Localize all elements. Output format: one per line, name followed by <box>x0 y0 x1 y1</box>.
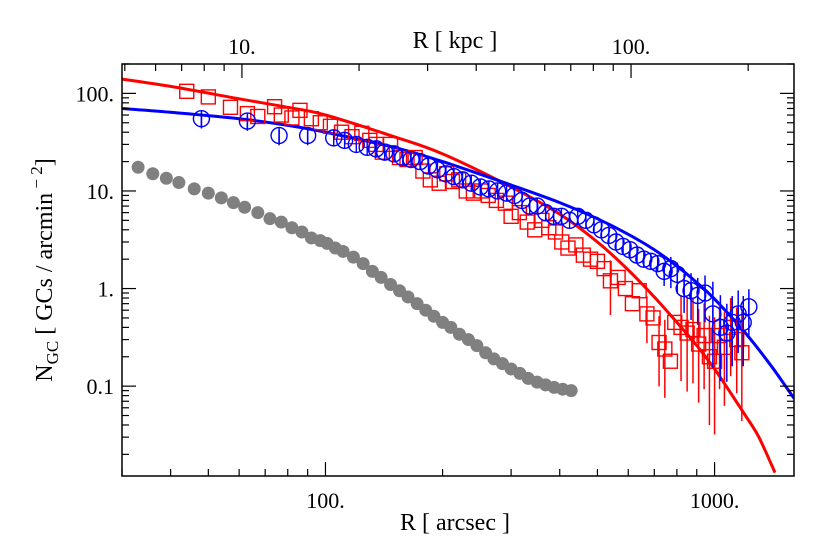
gray-dot-point <box>187 182 201 196</box>
gray-dot-point <box>564 384 578 398</box>
x-axis-title: R [ arcsec ] <box>400 510 510 536</box>
red-square-point <box>273 107 289 123</box>
gray-dot-point <box>336 244 350 258</box>
red-square-point <box>250 108 266 125</box>
x-tick-label: 100. <box>306 488 345 513</box>
gray-dot-point <box>401 290 415 304</box>
model-curve-blue <box>122 107 794 400</box>
x-tick-label: 1000. <box>690 488 740 513</box>
red-square-point <box>624 295 641 312</box>
gray-dot-point <box>356 257 370 271</box>
red-square-point <box>662 353 679 369</box>
gray-dot-point <box>214 191 228 205</box>
red-square-point <box>645 310 661 326</box>
gray-dot-point <box>295 225 309 239</box>
red-square-point <box>503 208 519 225</box>
top-tick-label: 10. <box>228 34 256 59</box>
red-square-point <box>303 111 320 127</box>
gray-dot-point <box>226 196 240 210</box>
y-axis-title-middle: [ GCs / arcmin <box>32 193 58 341</box>
red-square-point <box>312 115 329 131</box>
red-square-point <box>560 240 576 256</box>
red-square-point <box>639 306 655 322</box>
y-tick-label: 10. <box>87 179 115 204</box>
red-square-point <box>407 149 423 166</box>
red-square-point <box>200 89 217 105</box>
red-square-point <box>690 336 707 352</box>
model-curve-red <box>122 77 777 474</box>
y-tick-label: 1. <box>98 277 115 302</box>
gray-dot-point <box>159 171 173 185</box>
model-curves <box>122 77 794 474</box>
gray-dot-point <box>274 215 288 229</box>
gray-dot-point <box>238 200 252 214</box>
red-square-point <box>631 283 647 299</box>
y-tick-label: 100. <box>76 81 115 106</box>
gray-dot-point <box>251 206 265 220</box>
red-square-point <box>292 102 308 119</box>
gray-dot-point <box>374 270 388 284</box>
red-square-point <box>222 99 239 115</box>
gray-dot-point <box>201 186 215 200</box>
gray-dot-point <box>263 212 277 226</box>
y-axis-title-main: N <box>32 364 58 381</box>
top-tick-label: 100. <box>612 34 651 59</box>
red-square-point <box>734 345 750 361</box>
data-markers <box>131 83 758 435</box>
plot-frame <box>121 63 795 477</box>
red-square-point <box>179 83 195 100</box>
gray-dot-point <box>172 176 186 190</box>
y-tick-label: 0.1 <box>87 374 115 399</box>
gray-dot-point <box>131 160 145 174</box>
gray-dot-point <box>470 339 484 353</box>
gray-dot-point <box>146 167 160 181</box>
y-axis-title: NGC [ GCs / arcmin − 2] <box>27 158 62 382</box>
red-square-point <box>657 341 673 357</box>
top-x-axis-title: R [ kpc ] <box>413 28 498 54</box>
y-axis-title-close: ] <box>32 158 58 166</box>
red-square-point <box>679 325 695 341</box>
axis-ticks: 100. 1000. 10. 100. 100. 10. 1. 0.1 <box>76 34 794 513</box>
y-axis-title-superscript: − 2 <box>27 166 46 193</box>
red-square-point <box>706 353 723 369</box>
gray-dot-point <box>285 221 299 235</box>
red-square-point <box>696 327 712 344</box>
y-axis-title-subscript: GC <box>43 341 62 365</box>
red-square-point <box>701 349 718 365</box>
red-square-point <box>322 118 339 134</box>
red-square-point <box>673 319 689 336</box>
gray-dot-point <box>346 250 360 264</box>
